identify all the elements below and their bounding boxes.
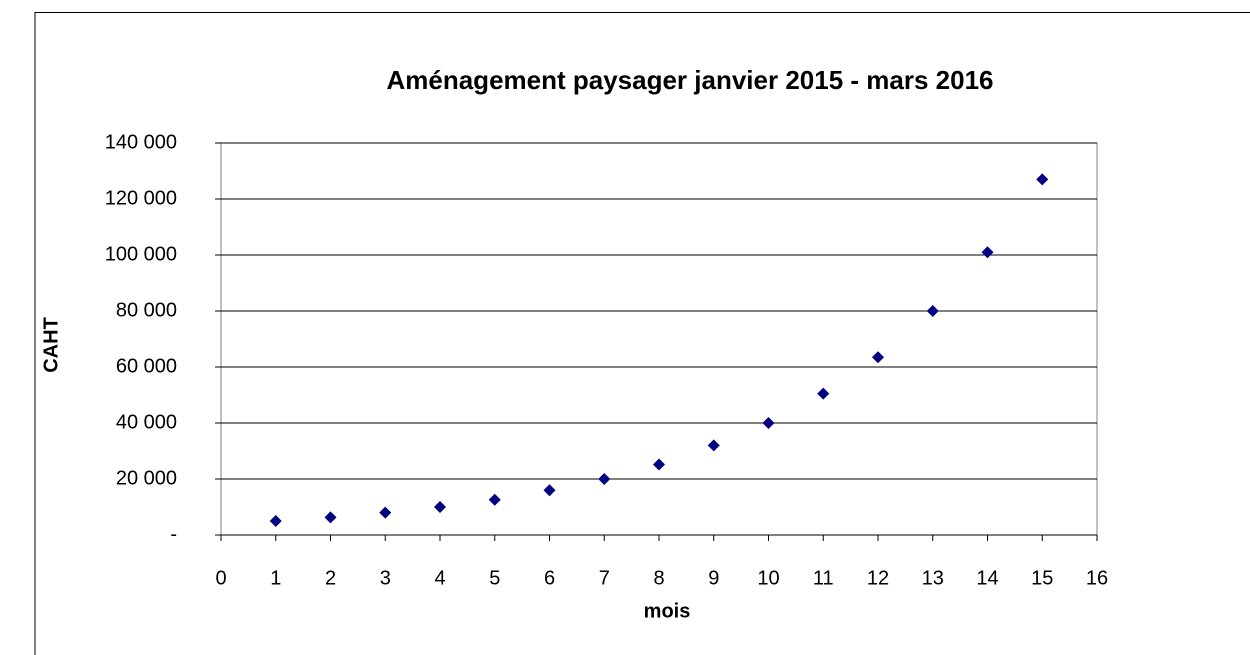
y-tick-label: 60 000	[116, 355, 177, 377]
point	[598, 473, 611, 485]
y-tick-label: 100 000	[105, 243, 177, 265]
chart-frame	[34, 12, 1250, 655]
x-tick-label: 9	[708, 567, 719, 589]
chart-title: Aménagement paysager janvier 2015 - mars…	[386, 65, 993, 95]
point	[269, 515, 282, 527]
x-tick-label: 10	[757, 567, 779, 589]
y-tick-label: 120 000	[105, 187, 177, 209]
y-tick-label: 80 000	[116, 299, 177, 321]
x-tick-label: 16	[1086, 567, 1108, 589]
point	[488, 493, 501, 506]
x-axis-label: mois	[644, 600, 691, 622]
x-tick-label: 1	[270, 567, 281, 589]
x-tick-label: 11	[813, 567, 834, 589]
x-tick-label: 13	[922, 567, 944, 589]
point	[434, 501, 446, 513]
y-tick-label: -	[170, 523, 177, 545]
point	[981, 246, 994, 259]
x-tick-label: 7	[599, 567, 610, 589]
plot-area	[220, 142, 1098, 536]
x-tick-label: 14	[976, 567, 998, 589]
x-tick-label: 2	[325, 567, 336, 589]
x-tick-label: 3	[380, 567, 391, 589]
point	[379, 506, 392, 519]
x-tick-label: 5	[489, 567, 500, 589]
y-axis-label: CAHT	[40, 317, 62, 373]
point	[324, 511, 337, 524]
x-tick-label: 15	[1031, 567, 1053, 589]
point	[926, 305, 939, 317]
y-tick-label: 140 000	[105, 131, 177, 153]
x-tick-label: 6	[544, 567, 555, 589]
point	[543, 484, 556, 497]
x-tick-label: 0	[215, 567, 226, 589]
point	[707, 439, 720, 452]
point	[1036, 173, 1049, 186]
point	[762, 417, 775, 429]
x-tick-label: 4	[434, 567, 445, 589]
point	[872, 351, 884, 364]
point	[817, 387, 830, 400]
point	[653, 458, 665, 471]
y-tick-label: 40 000	[116, 411, 177, 433]
x-tick-label: 12	[867, 567, 889, 589]
y-tick-label: 20 000	[116, 467, 177, 489]
x-tick-label: 8	[653, 567, 664, 589]
